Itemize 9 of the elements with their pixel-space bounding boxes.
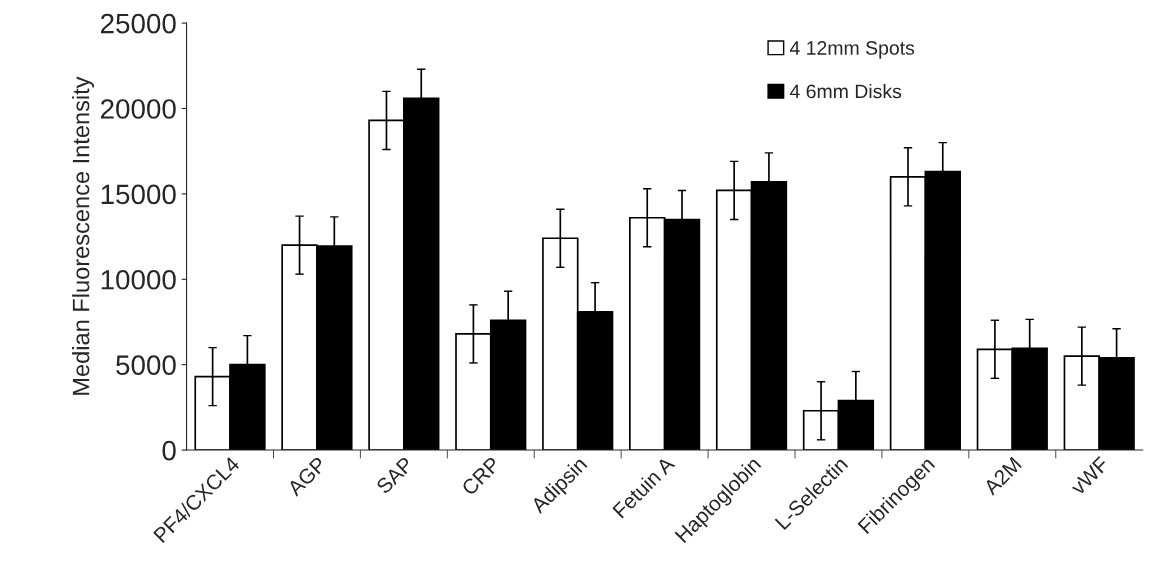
legend-label: 4 12mm Spots: [789, 41, 915, 59]
y-tick-label: 15000: [101, 184, 176, 205]
y-tick-label: 10000: [101, 269, 176, 290]
y-tick-label: 20000: [101, 99, 176, 119]
x-tick-label: SAP: [375, 456, 414, 495]
y-tick-label: 5000: [116, 355, 176, 375]
y-tick-label: 25000: [101, 13, 176, 34]
y-axis-title: Median Fluorescence Intensity: [72, 76, 95, 395]
legend-label: 4 6mm Disks: [789, 83, 902, 99]
